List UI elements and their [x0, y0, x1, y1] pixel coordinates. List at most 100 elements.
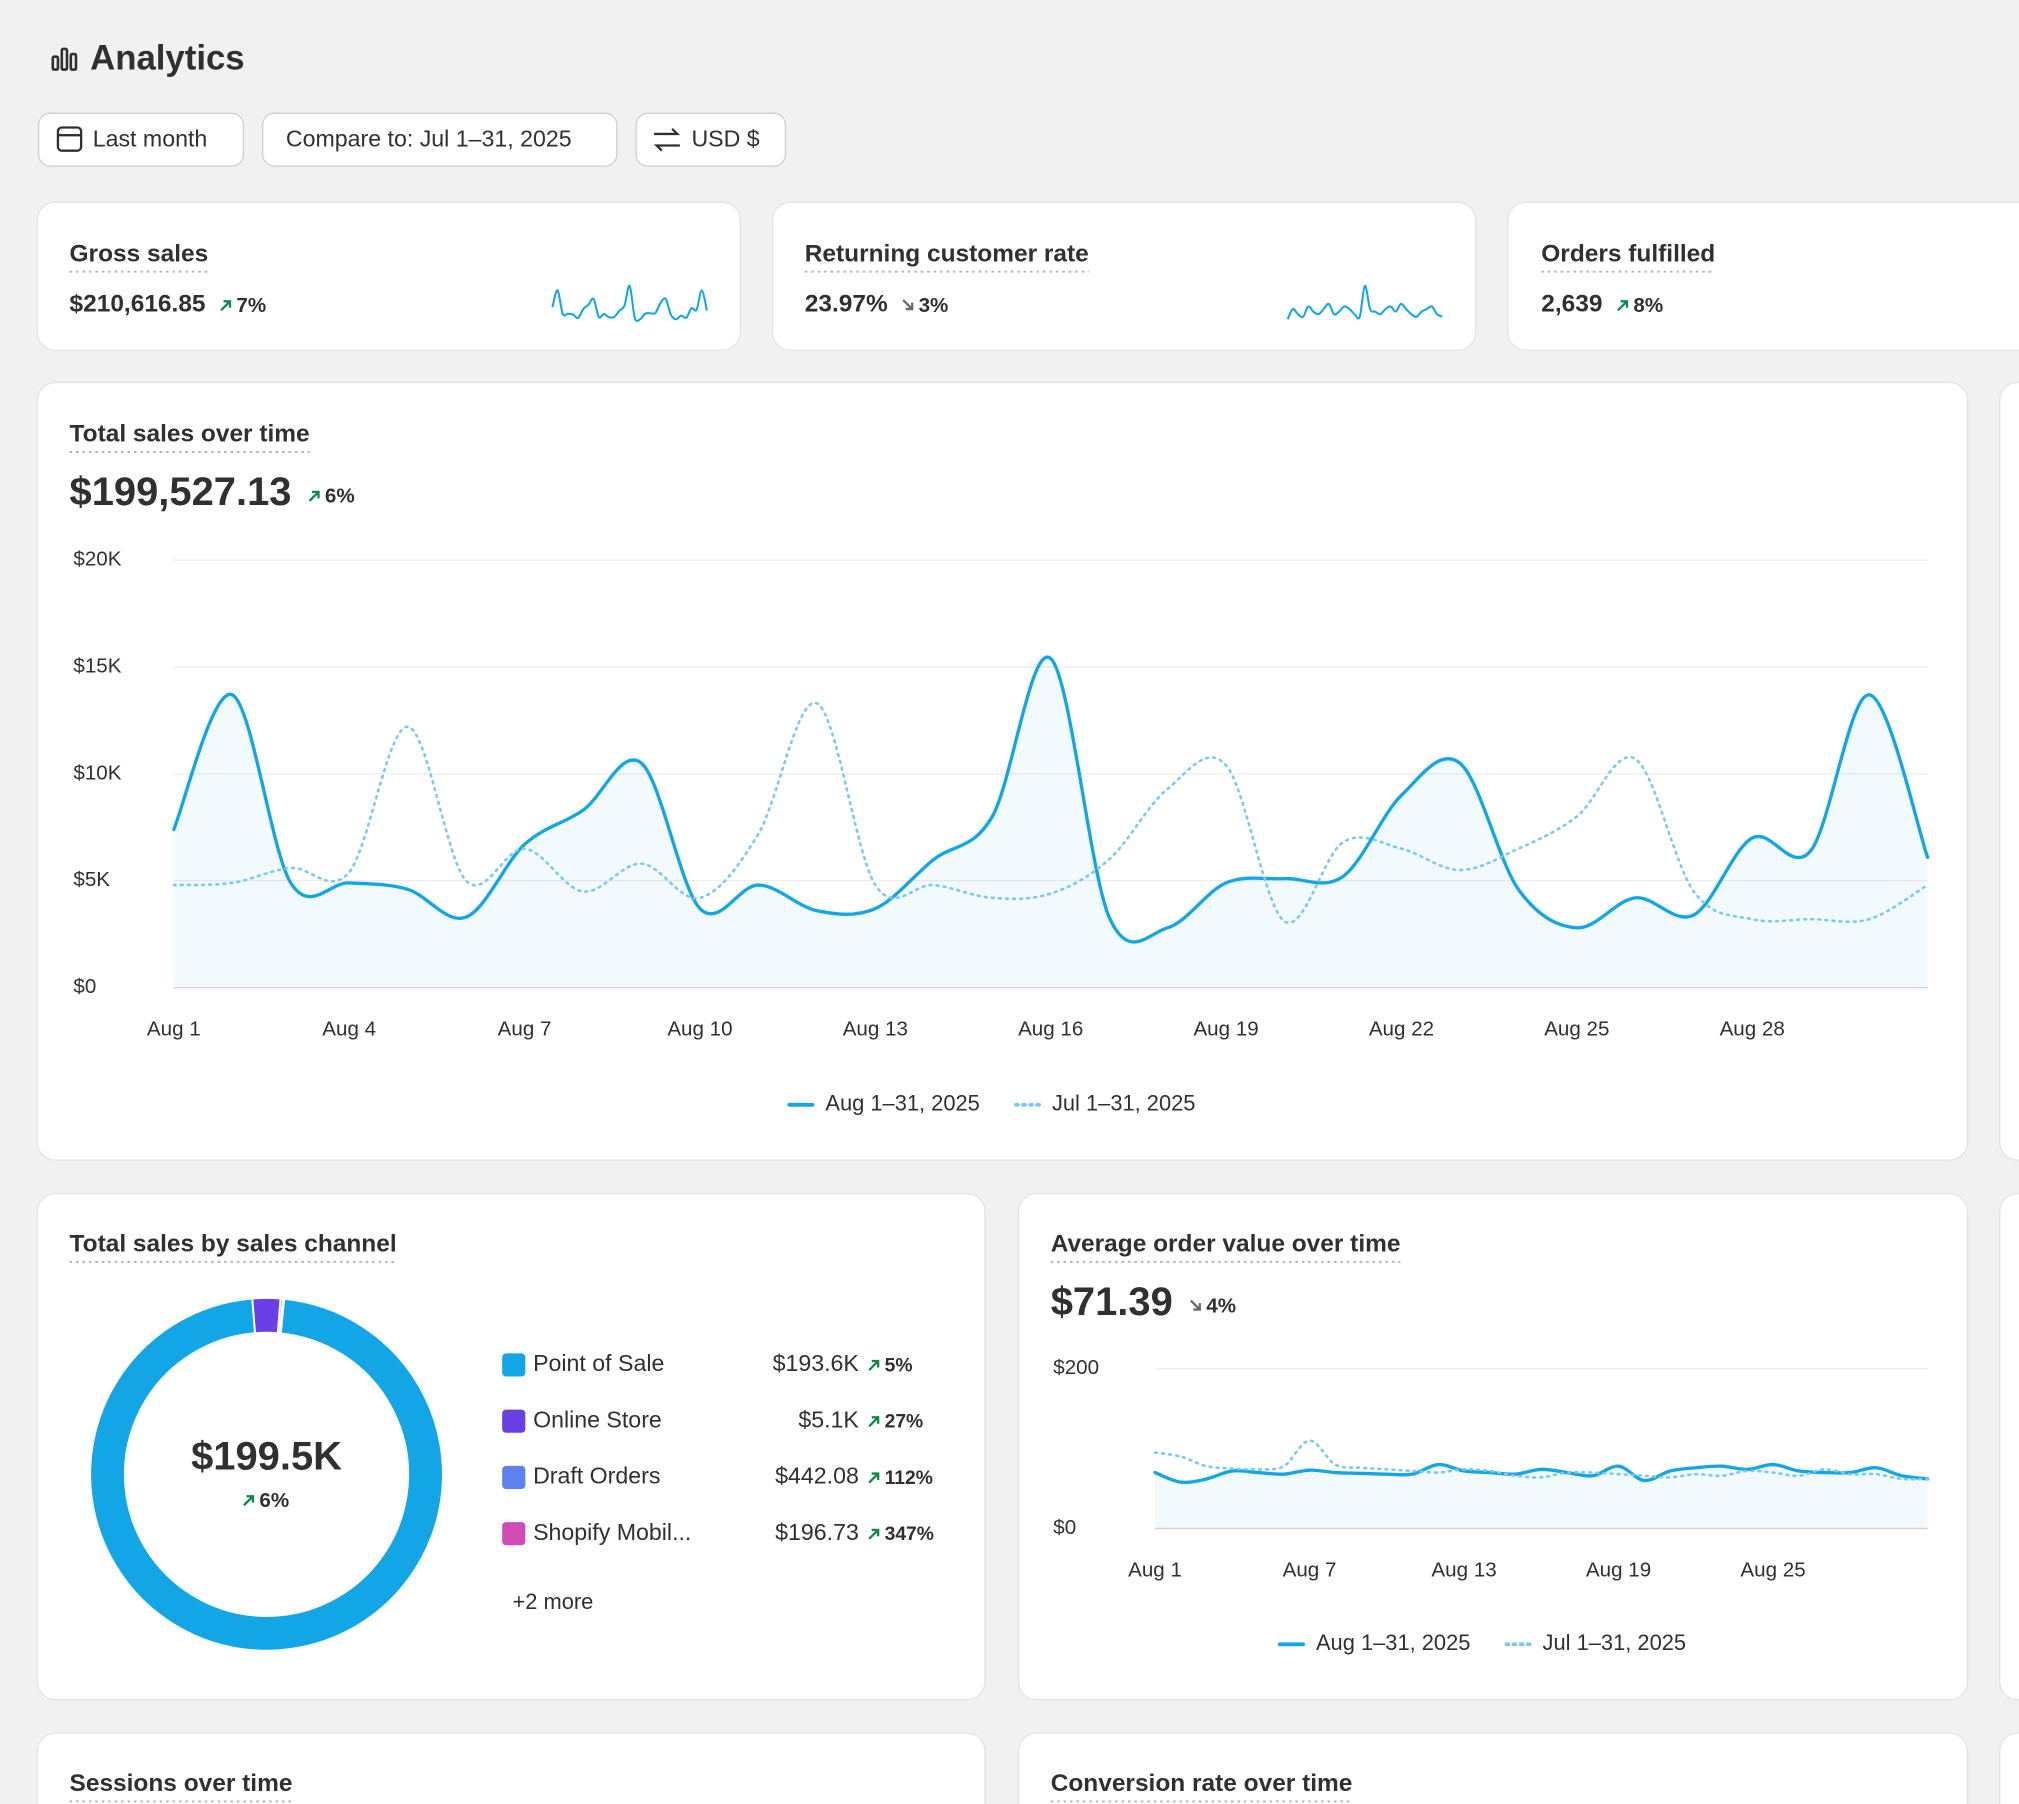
change: 8%: [1633, 294, 1663, 317]
donut-slice: [89, 1297, 444, 1652]
trend-arrow: [243, 1495, 255, 1507]
x-tick-label: Aug 7: [498, 1018, 552, 1041]
date-filter[interactable]: Last month: [93, 125, 208, 151]
y-tick-label: $0: [1053, 1516, 1076, 1539]
kpi-value: 23.97%: [805, 291, 888, 318]
chart-card: [36, 381, 1969, 1161]
change: 27%: [885, 1412, 924, 1433]
chart-value: $199,527.13: [70, 470, 292, 514]
channel-value: $5.1K: [798, 1406, 859, 1432]
series-area: [1155, 1464, 1928, 1529]
legend-label: Aug 1–31, 2025: [1316, 1630, 1470, 1655]
compare-filter[interactable]: Compare to: Jul 1–31, 2025: [286, 125, 572, 151]
x-tick-label: Aug 10: [667, 1018, 732, 1041]
y-tick-label: $10K: [73, 761, 121, 784]
kpi-value: $210,616.85: [70, 291, 206, 318]
channel-name: Draft Orders: [533, 1463, 660, 1489]
trend-arrow: [220, 300, 232, 312]
series-line: [1153, 1462, 1930, 1485]
legend-swatch: [502, 1353, 526, 1377]
currency-button[interactable]: [635, 112, 787, 167]
chart-card: [1999, 1193, 2019, 1701]
legend-swatch: [502, 1522, 526, 1546]
trend-arrow: [1189, 1299, 1201, 1311]
x-tick-label: Aug 1: [1128, 1558, 1182, 1581]
trend-arrow: [868, 1528, 880, 1540]
x-tick-label: Aug 25: [1544, 1018, 1609, 1041]
chart-card: [1999, 1732, 2019, 1804]
currency-filter[interactable]: USD $: [691, 125, 759, 151]
trend-arrow: [868, 1472, 880, 1484]
y-tick-label: $15K: [73, 654, 121, 677]
kpi-card[interactable]: [771, 201, 1477, 351]
analytics-icon: [51, 47, 78, 71]
chart-title: Total sales over time: [70, 421, 310, 448]
trend-arrow: [902, 299, 914, 311]
x-tick-label: Aug 22: [1369, 1018, 1434, 1041]
change: 3%: [919, 294, 949, 317]
y-tick-label: $5K: [73, 868, 110, 891]
trend-arrow: [868, 1359, 880, 1371]
chart-card: [1017, 1732, 1969, 1804]
chart-value: $71.39: [1051, 1280, 1173, 1324]
chart-card: [36, 1732, 986, 1804]
kpi-title: Orders fulfilled: [1541, 240, 1715, 267]
swap-icon: [653, 127, 681, 152]
legend-swatch: [502, 1465, 526, 1490]
calendar-icon: [56, 126, 83, 152]
kpi-title: Returning customer rate: [805, 240, 1089, 267]
change: 7%: [236, 294, 266, 317]
date-button[interactable]: [37, 112, 245, 167]
trend-arrow: [308, 490, 320, 502]
change: 112%: [885, 1468, 933, 1489]
legend-label: Jul 1–31, 2025: [1543, 1630, 1687, 1655]
change: 6%: [259, 1489, 289, 1512]
kpi-value: 2,639: [1541, 291, 1602, 318]
channel-name: Shopify Mobil...: [533, 1519, 691, 1545]
change: 6%: [325, 484, 355, 507]
donut-slice: [278, 1297, 286, 1335]
channel-name: Point of Sale: [533, 1350, 664, 1376]
section-title: Sessions over time: [70, 1770, 293, 1797]
chart-title: Total sales by sales channel: [70, 1231, 397, 1258]
legend-swatch: [502, 1409, 526, 1433]
y-tick-label: $0: [73, 975, 96, 998]
channel-value: $442.08: [775, 1463, 859, 1489]
sparkline: [551, 284, 708, 323]
change: 5%: [885, 1355, 913, 1376]
kpi-title: Gross sales: [70, 240, 209, 267]
channel-value: $196.73: [775, 1519, 859, 1545]
x-tick-label: Aug 19: [1586, 1558, 1651, 1581]
sparkline: [1286, 284, 1443, 320]
compare-button[interactable]: [262, 112, 618, 167]
x-tick-label: Aug 13: [1431, 1558, 1496, 1581]
page-title: Analytics: [90, 40, 245, 78]
legend-label: Aug 1–31, 2025: [825, 1091, 979, 1116]
section-title: Conversion rate over time: [1051, 1770, 1353, 1797]
chart-card: [1999, 381, 2019, 1161]
x-tick-label: Aug 25: [1740, 1558, 1805, 1581]
kpi-card[interactable]: [36, 201, 742, 351]
series-line: [172, 655, 1930, 944]
y-tick-label: $20K: [73, 548, 121, 571]
kpi-card[interactable]: [1507, 201, 2019, 351]
more-link[interactable]: +2 more: [512, 1589, 593, 1614]
x-tick-label: Aug 13: [843, 1018, 908, 1041]
trend-arrow: [868, 1416, 880, 1428]
change: 4%: [1206, 1294, 1236, 1317]
series-area: [173, 657, 1928, 988]
x-tick-label: Aug 16: [1018, 1018, 1083, 1041]
donut-total: $199.5K: [191, 1434, 342, 1478]
x-tick-label: Aug 4: [322, 1018, 376, 1041]
legend-label: Jul 1–31, 2025: [1052, 1091, 1196, 1116]
y-tick-label: $200: [1053, 1356, 1099, 1379]
series-line: [1153, 1439, 1929, 1481]
donut-slice: [251, 1296, 282, 1335]
chart-title: Average order value over time: [1051, 1231, 1401, 1258]
x-tick-label: Aug 7: [1283, 1558, 1337, 1581]
chart-card: [1017, 1193, 1969, 1701]
x-tick-label: Aug 1: [147, 1018, 201, 1041]
x-tick-label: Aug 19: [1193, 1018, 1258, 1041]
